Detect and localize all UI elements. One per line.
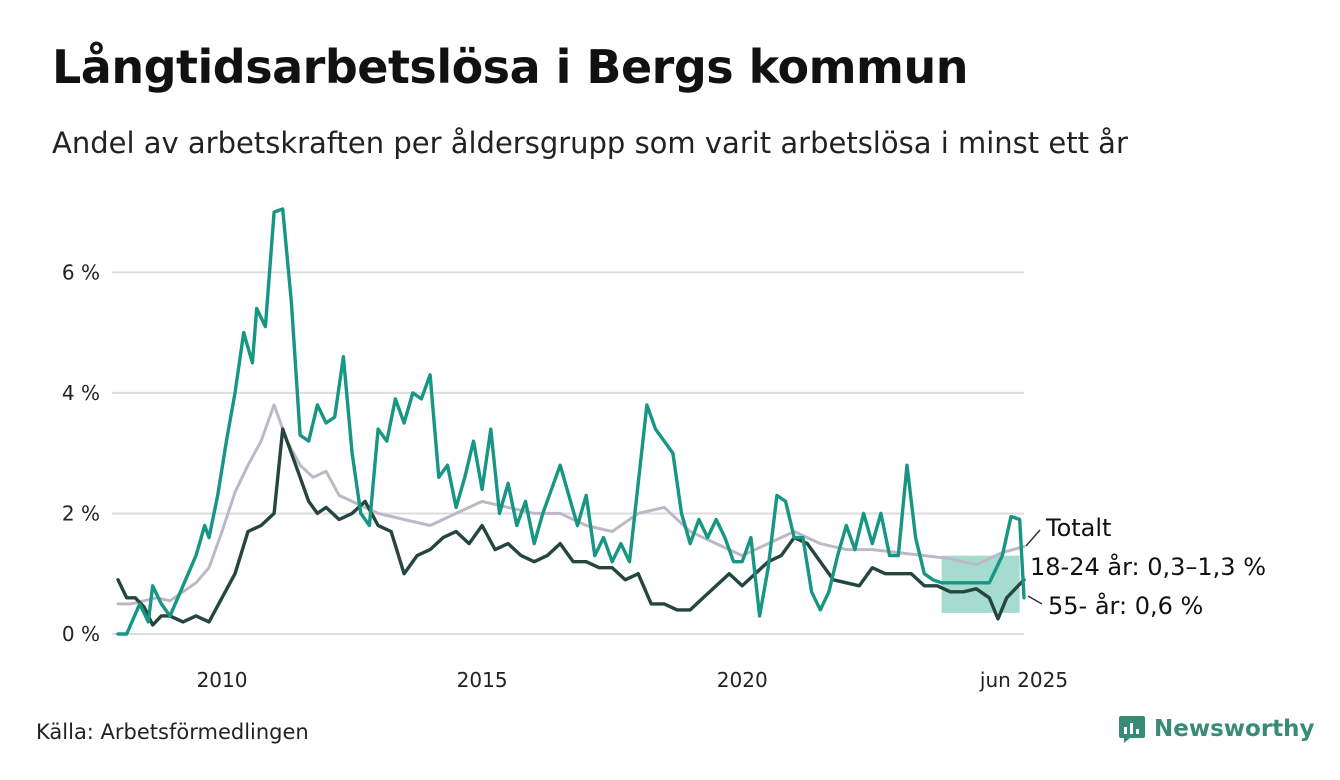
- x-tick-label: 2015: [457, 668, 508, 692]
- chart-title: Långtidsarbetslösa i Bergs kommun: [52, 40, 969, 94]
- y-tick-label: 0 %: [62, 622, 100, 646]
- series-line-age-55: [116, 427, 1026, 627]
- newsworthy-logo[interactable]: Newsworthy: [1118, 714, 1315, 744]
- y-tick-label: 2 %: [62, 501, 100, 525]
- source-note: Källa: Arbetsförmedlingen: [36, 720, 309, 744]
- chart-subtitle: Andel av arbetskraften per åldersgrupp s…: [52, 126, 1128, 160]
- x-tick-label: 2010: [197, 668, 248, 692]
- brand-name: Newsworthy: [1154, 716, 1315, 742]
- end-labels: Totalt 18-24 år: 0,3–1,3 % 55- år: 0,6 %: [1025, 514, 1266, 620]
- x-tick-label: jun 2025: [979, 668, 1068, 692]
- leader-line-total: [1025, 529, 1041, 547]
- y-tick-label: 4 %: [62, 381, 100, 405]
- leader-line-age-55: [1027, 595, 1043, 605]
- series-line-age-18-24: [116, 207, 1026, 636]
- series-line-total: [116, 403, 1026, 606]
- y-tick-label: 6 %: [62, 260, 100, 284]
- axis-labels: 0 % 2 % 4 % 6 % 2010 2015 2020 jun 2025: [62, 260, 1068, 692]
- end-label-total: Totalt: [1045, 514, 1111, 542]
- end-label-age-18-24: 18-24 år: 0,3–1,3 %: [1030, 552, 1266, 581]
- end-label-age-55: 55- år: 0,6 %: [1048, 591, 1203, 620]
- series-layer: [116, 207, 1026, 636]
- x-tick-label: 2020: [717, 668, 768, 692]
- newsworthy-icon: [1119, 716, 1145, 743]
- gridlines: [112, 271, 1024, 635]
